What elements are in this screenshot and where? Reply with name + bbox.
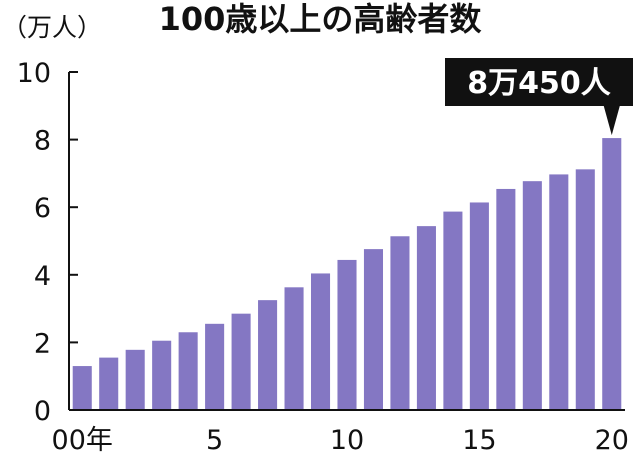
x-tick-label: 20 [595,425,629,456]
y-tick-label: 0 [34,396,51,427]
y-tick-label: 8 [34,126,51,157]
bar-03 [152,340,172,410]
bar-07 [258,300,278,410]
bar-02 [125,349,145,410]
bar-06 [231,313,251,410]
x-tick-label: 10 [330,425,364,456]
x-tick-label: 00年 [52,425,113,456]
bar-14 [443,211,463,410]
x-tick-label: 5 [206,425,223,456]
bar-05 [205,323,225,410]
bar-20 [602,138,622,411]
x-axis: 00年 5 10 15 20 [52,409,629,456]
callout-pointer [603,106,620,136]
y-tick-label: 6 [34,193,51,224]
callout: 8万450人 [445,58,633,136]
bar-01 [99,357,119,410]
bar-12 [390,236,410,410]
bar-04 [178,332,198,410]
bar-09 [310,273,331,410]
bar-17 [522,181,542,410]
bar-15 [469,202,489,410]
bar-19 [575,169,595,410]
y-tick-label: 10 [17,58,51,89]
y-axis: 0 2 4 6 8 10 [17,58,78,427]
y-axis-unit-label: （万人） [2,13,102,42]
bars [72,138,622,411]
y-tick-label: 4 [34,261,51,292]
bar-11 [363,249,384,410]
bar-13 [416,226,436,410]
callout-box [445,58,633,106]
y-tick-label: 2 [34,328,51,359]
bar-16 [496,188,516,410]
bar-18 [549,174,569,410]
bar-10 [337,259,357,410]
bar-00 [72,366,92,410]
x-tick-label: 15 [462,425,496,456]
bar-08 [284,287,304,410]
chart-title: 100歳以上の高齢者数 [159,0,483,38]
callout-label: 8万450人 [467,66,611,101]
